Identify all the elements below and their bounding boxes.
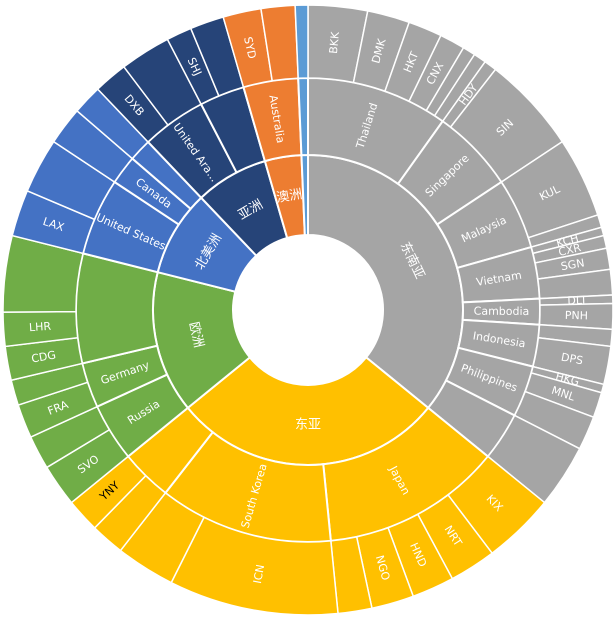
label-l2-icn: ICN [251,563,267,584]
label-l2-bkk: BKK [327,30,342,54]
label-l2-lhr: LHR [29,320,52,334]
label-l0-item-32: 东亚 [295,418,321,433]
segment-l2-item-77 [294,4,309,79]
label-l2-dli: DLI [567,294,585,308]
label-l1-cambodia: Cambodia [474,305,530,318]
label-l2-hkg: HKG [554,370,581,389]
label-l2-cdg: CDG [30,348,57,365]
label-l2-sgn: SGN [560,256,586,273]
label-l2-kch: KCH [555,232,580,250]
segments [2,4,614,616]
label-l0-item-71: 澳洲 [275,186,303,206]
label-l2-pnh: PNH [565,309,588,322]
label-l0-item-45: 欧洲 [186,321,206,350]
label-l2-syd: SYD [241,36,258,60]
label-l2-dps: DPS [560,350,584,367]
label-l2-cxr: CXR [557,241,583,259]
